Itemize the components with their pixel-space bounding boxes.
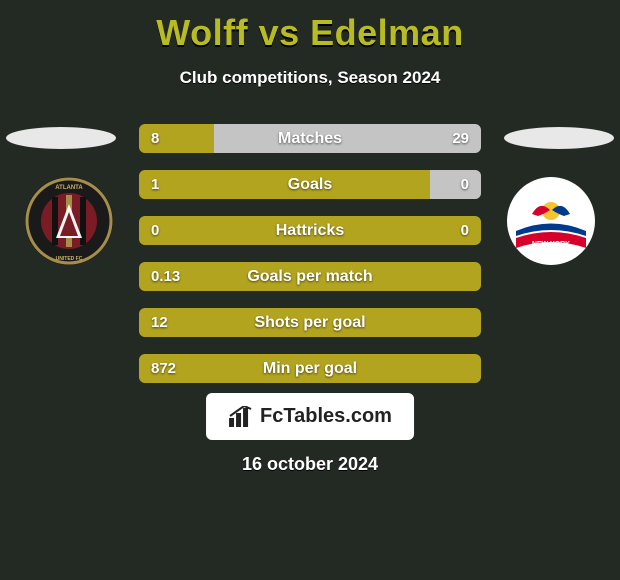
stat-value-right: 0 bbox=[461, 216, 469, 245]
stat-row: Goals per match0.13 bbox=[139, 262, 481, 291]
fctables-logo-icon bbox=[228, 406, 254, 428]
date-label: 16 october 2024 bbox=[0, 454, 620, 475]
stat-value-left: 0 bbox=[151, 216, 159, 245]
stat-row: Min per goal872 bbox=[139, 354, 481, 383]
club-right-crest: NEW YORK bbox=[506, 176, 596, 266]
stat-value-left: 872 bbox=[151, 354, 176, 383]
stat-label: Min per goal bbox=[139, 354, 481, 383]
club-left-crest: ATLANTA UNITED FC bbox=[24, 176, 114, 266]
stat-label: Goals bbox=[139, 170, 481, 199]
stat-row: Hattricks0 0 bbox=[139, 216, 481, 245]
stat-value-left: 8 bbox=[151, 124, 159, 153]
stats-container: Matches829Goals10Hattricks00Goals per ma… bbox=[139, 124, 481, 400]
stat-value-left: 12 bbox=[151, 308, 168, 337]
stat-label: Shots per goal bbox=[139, 308, 481, 337]
ny-red-bulls-icon: NEW YORK bbox=[506, 176, 596, 266]
stat-row: Shots per goal12 bbox=[139, 308, 481, 337]
player-right-oval bbox=[504, 127, 614, 149]
stat-value-right: 29 bbox=[452, 124, 469, 153]
svg-text:UNITED FC: UNITED FC bbox=[56, 256, 83, 262]
branding-box: FcTables.com bbox=[206, 393, 414, 440]
stat-label: Goals per match bbox=[139, 262, 481, 291]
page-title: Wolff vs Edelman bbox=[0, 0, 620, 54]
stat-value-left: 1 bbox=[151, 170, 159, 199]
stat-label: Hattricks bbox=[139, 216, 481, 245]
page-subtitle: Club competitions, Season 2024 bbox=[0, 68, 620, 88]
branding-text: FcTables.com bbox=[260, 405, 392, 428]
stat-value-left: 0.13 bbox=[151, 262, 180, 291]
stat-label: Matches bbox=[139, 124, 481, 153]
svg-text:ATLANTA: ATLANTA bbox=[55, 185, 83, 191]
stat-row: Goals1 0 bbox=[139, 170, 481, 199]
atlanta-united-icon: ATLANTA UNITED FC bbox=[24, 176, 114, 266]
svg-text:NEW YORK: NEW YORK bbox=[532, 241, 570, 248]
stat-value-right: 0 bbox=[461, 170, 469, 199]
stat-row: Matches8 29 bbox=[139, 124, 481, 153]
player-left-oval bbox=[6, 127, 116, 149]
